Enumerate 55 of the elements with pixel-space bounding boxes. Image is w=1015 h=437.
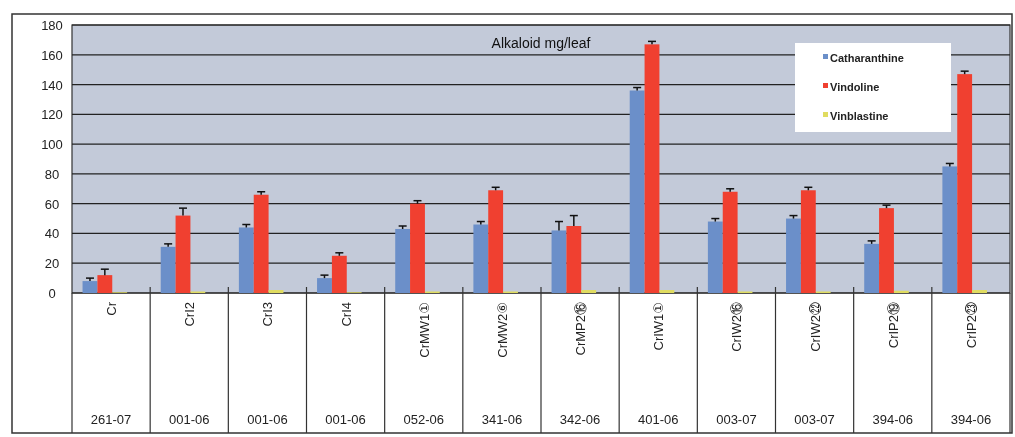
bar bbox=[893, 290, 909, 293]
bar bbox=[410, 203, 425, 293]
category-label: CrIW1① 401-06 bbox=[638, 302, 679, 427]
legend-label: Vindoline bbox=[830, 81, 880, 93]
category-label: Cr 261-07 bbox=[90, 302, 132, 427]
category-label: CrMP2⑯ 342-06 bbox=[559, 302, 601, 427]
bar bbox=[864, 243, 880, 293]
legend-label: Vinblastine bbox=[830, 110, 889, 122]
y-tick-label: 120 bbox=[41, 107, 63, 123]
y-tick-label: 80 bbox=[44, 166, 60, 182]
bar bbox=[972, 290, 987, 293]
bar bbox=[722, 191, 738, 293]
text: Alkaloid mg/leaf bbox=[491, 35, 591, 51]
bar bbox=[488, 190, 504, 293]
y-tick-label: 60 bbox=[44, 196, 60, 212]
bar bbox=[707, 221, 723, 293]
category-label: CrMW2⑥ 341-06 bbox=[481, 302, 523, 427]
bar bbox=[317, 278, 332, 293]
bar bbox=[160, 246, 176, 293]
y-tick-label: 140 bbox=[41, 77, 63, 93]
bar bbox=[268, 290, 284, 293]
bar bbox=[786, 218, 801, 293]
category-label: CrI3 001-06 bbox=[247, 302, 288, 427]
y-tick-label: 100 bbox=[41, 137, 63, 153]
y-tick-label: 0 bbox=[48, 286, 56, 301]
bar bbox=[473, 224, 489, 293]
category-label: CrIW2㉒ 003-07 bbox=[794, 302, 835, 427]
category-label: CrI2 001-06 bbox=[169, 302, 210, 427]
bar bbox=[566, 226, 582, 293]
bar bbox=[238, 227, 254, 293]
bar bbox=[659, 290, 675, 293]
bar bbox=[97, 275, 113, 293]
bar bbox=[82, 281, 98, 293]
y-tick-label: 40 bbox=[44, 226, 60, 242]
bar bbox=[800, 190, 816, 293]
category-label: CrI4 001-06 bbox=[325, 302, 366, 427]
bar bbox=[957, 74, 973, 293]
bar bbox=[629, 90, 645, 293]
y-tick-label: 20 bbox=[44, 256, 60, 272]
bar bbox=[551, 230, 567, 293]
y-tick-label: 180 bbox=[41, 18, 63, 33]
category-label: CrIW2⑯ 003-07 bbox=[716, 302, 757, 427]
legend-label: Catharanthine bbox=[830, 52, 904, 64]
category-label: CrIP2⑲ 394-06 bbox=[872, 302, 913, 427]
category-label: CrIP2㉓ 394-06 bbox=[950, 302, 992, 427]
bar bbox=[879, 208, 894, 293]
category-label: CrMW1① 052-06 bbox=[403, 302, 444, 427]
bar bbox=[942, 166, 958, 293]
bar bbox=[581, 290, 597, 293]
bar bbox=[253, 194, 269, 293]
bar bbox=[331, 255, 347, 293]
bar bbox=[395, 228, 411, 293]
y-tick-label: 160 bbox=[41, 47, 63, 63]
bar bbox=[175, 215, 191, 293]
bar bbox=[644, 44, 660, 293]
